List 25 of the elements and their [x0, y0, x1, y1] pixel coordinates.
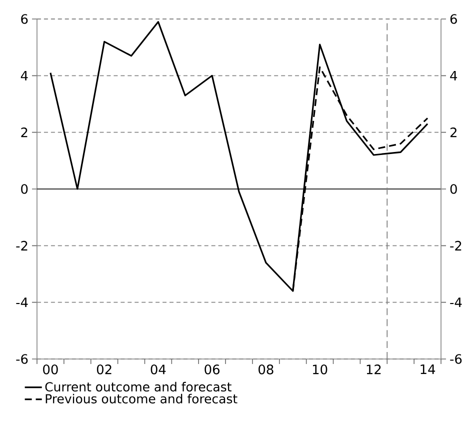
- y2-tick-label: 4: [450, 70, 458, 80]
- legend-label: Previous outcome and forecast: [46, 394, 238, 404]
- x-tick-label: 06: [204, 364, 220, 374]
- x-tick-label: 00: [43, 364, 58, 374]
- line-series: [50, 21, 428, 292]
- y2-tick-label: 2: [450, 128, 456, 138]
- x-tick-label: 08: [258, 364, 274, 374]
- x-tick-label: 10: [312, 364, 328, 374]
- y-tick-label: -4: [16, 298, 28, 308]
- y-tick-label: 0: [21, 184, 28, 194]
- legend-label: Current outcome and forecast: [45, 382, 232, 392]
- y2-tick-label: 6: [450, 14, 457, 24]
- x-tick-label: 04: [150, 364, 166, 374]
- y2-tick-label: 0: [450, 184, 457, 194]
- y2-tick-label: -4: [450, 298, 462, 308]
- x-tick-label: 12: [366, 364, 381, 374]
- y-tick-label: 6: [21, 14, 28, 24]
- y-tick-label: 4: [20, 70, 28, 80]
- x-tick-label: 14: [420, 364, 436, 374]
- y-tick-label: 2: [21, 128, 28, 138]
- y2-tick-label: -6: [450, 354, 462, 364]
- x-tick-label: 02: [96, 364, 112, 374]
- y2-tick-label: -2: [450, 240, 462, 250]
- y-tick-label: -6: [16, 354, 28, 364]
- y-tick-label: -2: [16, 240, 28, 250]
